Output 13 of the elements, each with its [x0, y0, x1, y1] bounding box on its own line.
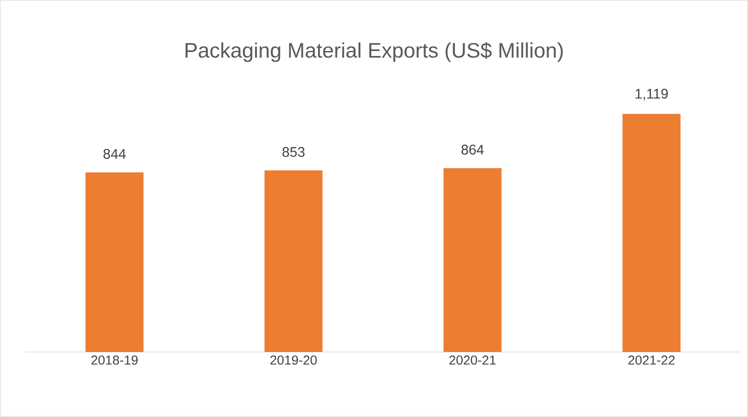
- bar: [86, 172, 144, 352]
- bar: [264, 170, 323, 352]
- x-tick-label: 2020-21: [449, 356, 496, 365]
- data-label: 844: [103, 148, 126, 159]
- data-label: 1,119: [636, 88, 668, 100]
- x-tick-label: 2019-20: [270, 356, 317, 365]
- data-label: 864: [461, 144, 484, 155]
- bar: [444, 168, 502, 352]
- chart-title: Packaging Material Exports (US$ Million): [186, 42, 563, 62]
- x-tick-label: 2018-19: [91, 356, 138, 365]
- bar: [622, 114, 681, 352]
- data-label: 853: [282, 147, 305, 157]
- x-tick-label: 2021-22: [628, 356, 675, 365]
